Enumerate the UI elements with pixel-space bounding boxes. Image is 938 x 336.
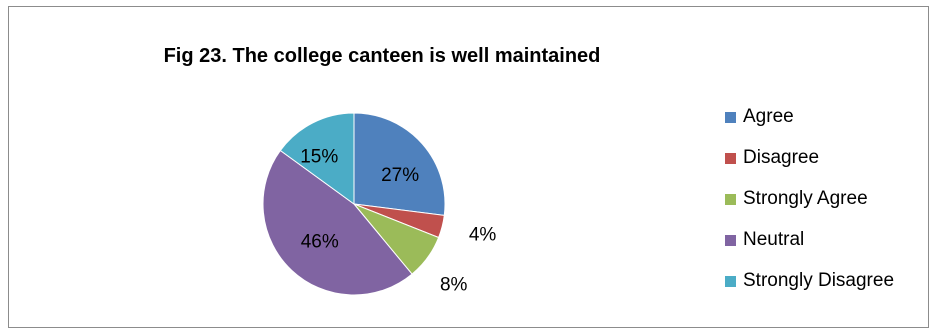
data-label-strongly-agree: 8% bbox=[440, 275, 468, 296]
legend-swatch bbox=[725, 234, 736, 246]
chart-legend: Agree Disagree Strongly Agree Neutral Strong… bbox=[725, 105, 935, 310]
pie-slice-strongly-disagree bbox=[279, 112, 355, 205]
legend-label: Disagree bbox=[743, 147, 820, 168]
chart-area: Fig 23. The college canteen is well main… bbox=[8, 6, 929, 328]
legend-swatch bbox=[725, 152, 736, 164]
legend-item-agree: Agree bbox=[725, 105, 935, 129]
legend-label: Agree bbox=[743, 106, 794, 127]
legend-label: Neutral bbox=[743, 229, 805, 250]
legend-swatch bbox=[725, 275, 736, 287]
data-label-neutral: 46% bbox=[301, 231, 339, 252]
legend-item-neutral: Neutral bbox=[725, 228, 935, 252]
legend-label: Strongly Disagree bbox=[743, 270, 895, 291]
pie-slice-neutral bbox=[262, 149, 413, 296]
legend-swatch bbox=[725, 111, 736, 123]
pie-slice-agree bbox=[353, 112, 446, 216]
chart-title: Fig 23. The college canteen is well main… bbox=[163, 45, 601, 67]
legend-item-strongly-agree: Strongly Agree bbox=[725, 187, 935, 211]
legend-label: Strongly Agree bbox=[743, 188, 868, 209]
legend-item-strongly-disagree: Strongly Disagree bbox=[725, 269, 935, 293]
data-label-agree: 27% bbox=[381, 165, 419, 186]
data-label-strongly-disagree: 15% bbox=[300, 146, 338, 167]
data-label-disagree: 4% bbox=[469, 224, 497, 245]
legend-item-disagree: Disagree bbox=[725, 146, 935, 170]
legend-swatch bbox=[725, 193, 736, 205]
pie-chart: 27% 4% 8% 46% 15% bbox=[262, 112, 497, 296]
